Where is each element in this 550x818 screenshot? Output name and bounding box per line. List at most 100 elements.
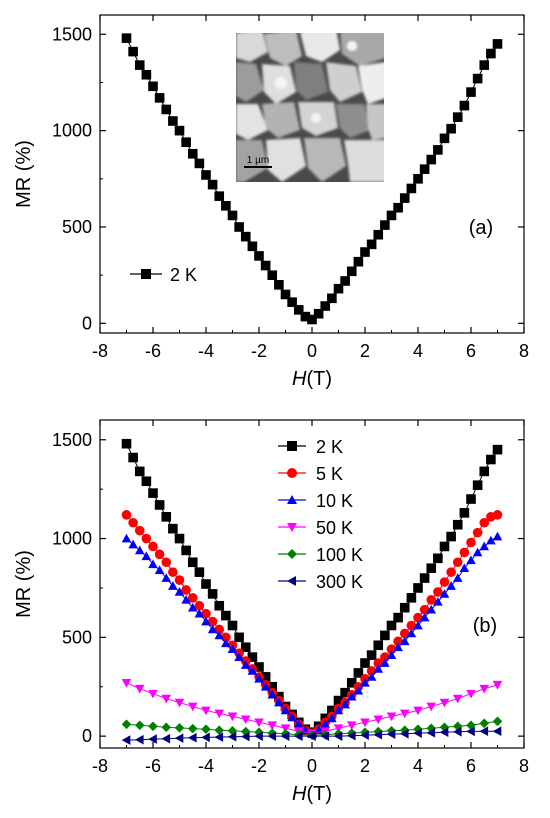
data-point-5k (433, 587, 443, 597)
data-point-2k (452, 112, 463, 122)
sem-grains (236, 33, 384, 182)
data-point-2k (227, 210, 238, 221)
legend-label-2k: 2 K (316, 437, 343, 457)
y-tick-label: 1500 (52, 24, 92, 44)
data-point-2k (221, 201, 231, 211)
x-tick-label: 2 (360, 341, 370, 361)
data-point-5k (452, 557, 463, 568)
panel-b-x-axis-label-unit: (T) (306, 783, 332, 805)
data-point-5k (479, 517, 490, 528)
data-point-10k (293, 719, 304, 729)
panel-b-x-axis-label-symbol: H (292, 783, 307, 805)
data-point-2k (307, 314, 317, 325)
data-point-50k (227, 712, 238, 722)
data-point-300k (280, 731, 290, 741)
data-point-50k (161, 694, 172, 704)
data-point-2k (254, 662, 264, 672)
data-point-10k (346, 691, 357, 701)
x-tick-label: 0 (307, 341, 317, 361)
data-point-10k (121, 533, 132, 543)
data-point-300k (267, 731, 277, 741)
data-point-5k (413, 612, 423, 623)
data-point-2k (240, 231, 251, 242)
x-tick-label: -4 (198, 756, 214, 776)
data-point-300k (214, 732, 224, 742)
data-point-10k (439, 589, 450, 598)
data-point-10k (148, 559, 158, 569)
x-tick-label: 4 (413, 341, 423, 361)
data-point-2k (492, 39, 503, 49)
data-point-2k (313, 308, 324, 319)
panel-b-marks (121, 438, 503, 745)
data-point-10k (340, 699, 350, 709)
data-point-2k (234, 222, 244, 232)
data-point-10k (486, 535, 496, 545)
data-point-5k (121, 510, 132, 520)
data-point-10k (406, 628, 417, 638)
data-point-300k (373, 729, 383, 740)
data-point-5k (194, 600, 205, 611)
data-point-50k (148, 689, 158, 699)
data-point-2k (134, 466, 145, 477)
data-point-10k (154, 565, 165, 575)
data-point-2k (419, 573, 430, 583)
data-point-2k (274, 280, 284, 290)
data-point-2k (380, 630, 390, 641)
panel-a-marks (121, 33, 503, 325)
data-point-2k (201, 170, 211, 180)
data-point-300k (492, 726, 502, 737)
data-point-2k (459, 508, 470, 518)
data-point-10k (194, 608, 205, 618)
data-point-2k (121, 438, 132, 449)
data-point-2k (419, 164, 430, 174)
data-point-10k (141, 551, 152, 561)
data-point-5k (419, 604, 430, 615)
data-point-100k (426, 723, 437, 734)
data-point-5k (399, 628, 410, 639)
data-point-2k (340, 276, 350, 286)
x-tick-label: 2 (360, 756, 370, 776)
data-point-300k (227, 731, 237, 742)
data-point-2k (333, 283, 344, 294)
panel-b-x-axis-label: H(T) (292, 783, 332, 805)
data-point-300k (426, 727, 436, 738)
data-point-50k (346, 721, 357, 731)
scale-bar-label: 1 µm (247, 155, 269, 166)
x-tick-label: 4 (413, 756, 423, 776)
data-point-2k (161, 104, 172, 115)
data-point-2k (194, 158, 205, 169)
x-tick-label: 6 (466, 341, 476, 361)
data-point-2k (360, 247, 370, 257)
x-tick-label: -6 (145, 756, 161, 776)
data-point-10k (380, 658, 390, 667)
data-point-5k (393, 636, 403, 647)
data-point-10k (360, 677, 370, 687)
data-point-2k (174, 125, 185, 136)
data-point-10k (240, 660, 251, 669)
legend-marker-100k (287, 549, 297, 559)
data-point-2k (413, 583, 423, 593)
data-point-10k (446, 581, 456, 590)
data-point-2k (168, 523, 178, 534)
data-point-100k (492, 716, 503, 727)
data-point-2k (293, 305, 304, 315)
legend-label-10k: 10 K (316, 491, 353, 511)
data-point-2k (221, 610, 231, 621)
data-point-300k (240, 731, 250, 742)
data-point-50k (240, 715, 251, 725)
data-point-2k (472, 73, 483, 84)
legend-marker-300k (287, 576, 296, 586)
x-tick-label: -2 (251, 756, 267, 776)
y-tick-label: 1500 (52, 430, 92, 450)
data-point-2k (134, 60, 145, 70)
data-point-2k (240, 642, 251, 653)
panel-a-x-axis-label: H(T) (292, 368, 332, 390)
legend-label-100k: 100 K (316, 545, 363, 565)
data-point-300k (134, 734, 144, 745)
data-point-50k (452, 694, 463, 704)
data-point-10k (274, 697, 284, 707)
data-point-50k (280, 724, 291, 734)
data-point-10k (287, 712, 297, 722)
data-point-2k (366, 650, 377, 660)
data-point-2k (486, 48, 496, 59)
